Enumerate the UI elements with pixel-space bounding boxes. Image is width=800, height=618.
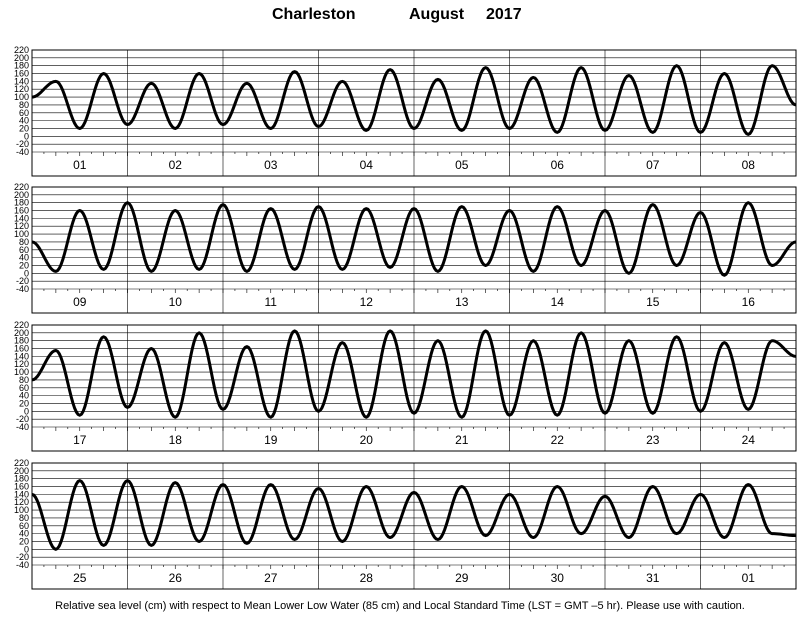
day-label: 03 xyxy=(264,158,278,172)
day-label: 02 xyxy=(169,158,183,172)
y-tick-label: 80 xyxy=(19,237,29,247)
y-tick-label: 200 xyxy=(14,328,29,338)
day-label: 23 xyxy=(646,433,660,447)
y-tick-label: 100 xyxy=(14,367,29,377)
y-tick-label: 80 xyxy=(19,513,29,523)
day-label: 15 xyxy=(646,295,660,309)
day-label: 27 xyxy=(264,571,278,585)
day-label: 26 xyxy=(169,571,183,585)
y-tick-label: 120 xyxy=(14,84,29,94)
y-tick-label: 40 xyxy=(19,253,29,263)
day-label: 16 xyxy=(742,295,756,309)
y-tick-label: 220 xyxy=(14,45,29,55)
y-tick-label: 60 xyxy=(19,108,29,118)
y-tick-label: 100 xyxy=(14,92,29,102)
day-label: 09 xyxy=(73,295,87,309)
day-label: 20 xyxy=(360,433,374,447)
y-tick-label: 180 xyxy=(14,336,29,346)
y-tick-label: 220 xyxy=(14,458,29,468)
day-label: 05 xyxy=(455,158,469,172)
day-label: 11 xyxy=(265,295,278,309)
y-tick-label: 20 xyxy=(19,398,29,408)
y-tick-label: 40 xyxy=(19,391,29,401)
y-tick-label: 120 xyxy=(14,359,29,369)
y-tick-label: 120 xyxy=(14,221,29,231)
y-tick-label: 120 xyxy=(14,497,29,507)
y-tick-label: 60 xyxy=(19,383,29,393)
y-tick-label: -40 xyxy=(16,422,29,432)
title-location: Charleston xyxy=(272,6,356,23)
y-tick-label: -20 xyxy=(16,414,29,424)
y-tick-label: -40 xyxy=(16,560,29,570)
chart-title: Charleston August 2017 xyxy=(0,4,800,28)
footer-note: Relative sea level (cm) with respect to … xyxy=(55,600,745,612)
y-tick-label: 80 xyxy=(19,375,29,385)
y-tick-label: -20 xyxy=(16,276,29,286)
day-label: 10 xyxy=(169,295,183,309)
tide-series-line xyxy=(31,201,797,277)
title-month: August xyxy=(409,6,465,23)
day-label: 25 xyxy=(73,571,87,585)
tide-series-line xyxy=(31,329,797,419)
y-tick-label: 0 xyxy=(24,268,29,278)
y-tick-label: 100 xyxy=(14,229,29,239)
day-label: 06 xyxy=(551,158,565,172)
title-year: 2017 xyxy=(486,6,522,23)
day-label: 29 xyxy=(455,571,469,585)
day-label: 01 xyxy=(73,158,87,172)
y-tick-label: 20 xyxy=(19,260,29,270)
y-tick-label: 140 xyxy=(14,76,29,86)
day-label: 22 xyxy=(551,433,565,447)
y-tick-label: 60 xyxy=(19,245,29,255)
y-tick-label: 0 xyxy=(24,544,29,554)
day-label: 21 xyxy=(455,433,469,447)
y-tick-label: 0 xyxy=(24,406,29,416)
day-label: 14 xyxy=(551,295,565,309)
y-tick-label: 40 xyxy=(19,116,29,126)
y-tick-label: -20 xyxy=(16,139,29,149)
y-tick-label: 180 xyxy=(14,61,29,71)
y-tick-label: 80 xyxy=(19,100,29,110)
day-label: 17 xyxy=(73,433,87,447)
day-label: 01 xyxy=(742,571,756,585)
day-label: 13 xyxy=(455,295,469,309)
day-label: 04 xyxy=(360,158,374,172)
y-tick-label: 200 xyxy=(14,190,29,200)
y-tick-label: -40 xyxy=(16,284,29,294)
y-tick-label: -20 xyxy=(16,552,29,562)
y-tick-label: 180 xyxy=(14,474,29,484)
y-tick-label: 100 xyxy=(14,505,29,515)
day-label: 28 xyxy=(360,571,374,585)
y-tick-label: 160 xyxy=(14,69,29,79)
y-tick-label: 200 xyxy=(14,466,29,476)
day-label: 07 xyxy=(646,158,660,172)
y-tick-label: 200 xyxy=(14,53,29,63)
y-tick-label: 160 xyxy=(14,206,29,216)
y-tick-label: 140 xyxy=(14,351,29,361)
y-tick-label: -40 xyxy=(16,147,29,157)
y-tick-label: 20 xyxy=(19,123,29,133)
day-label: 30 xyxy=(551,571,565,585)
y-tick-label: 140 xyxy=(14,489,29,499)
y-tick-label: 180 xyxy=(14,198,29,208)
day-label: 24 xyxy=(742,433,756,447)
day-label: 18 xyxy=(169,433,183,447)
y-tick-label: 220 xyxy=(14,182,29,192)
y-tick-label: 60 xyxy=(19,521,29,531)
day-label: 19 xyxy=(264,433,278,447)
tide-series-line xyxy=(31,64,797,136)
day-label: 31 xyxy=(646,571,660,585)
y-tick-label: 140 xyxy=(14,213,29,223)
y-tick-label: 160 xyxy=(14,344,29,354)
day-label: 12 xyxy=(360,295,374,309)
tide-series-line xyxy=(31,479,797,551)
y-tick-label: 0 xyxy=(24,131,29,141)
y-tick-label: 20 xyxy=(19,536,29,546)
y-tick-label: 220 xyxy=(14,320,29,330)
day-label: 08 xyxy=(742,158,756,172)
y-tick-label: 160 xyxy=(14,482,29,492)
y-tick-label: 40 xyxy=(19,529,29,539)
